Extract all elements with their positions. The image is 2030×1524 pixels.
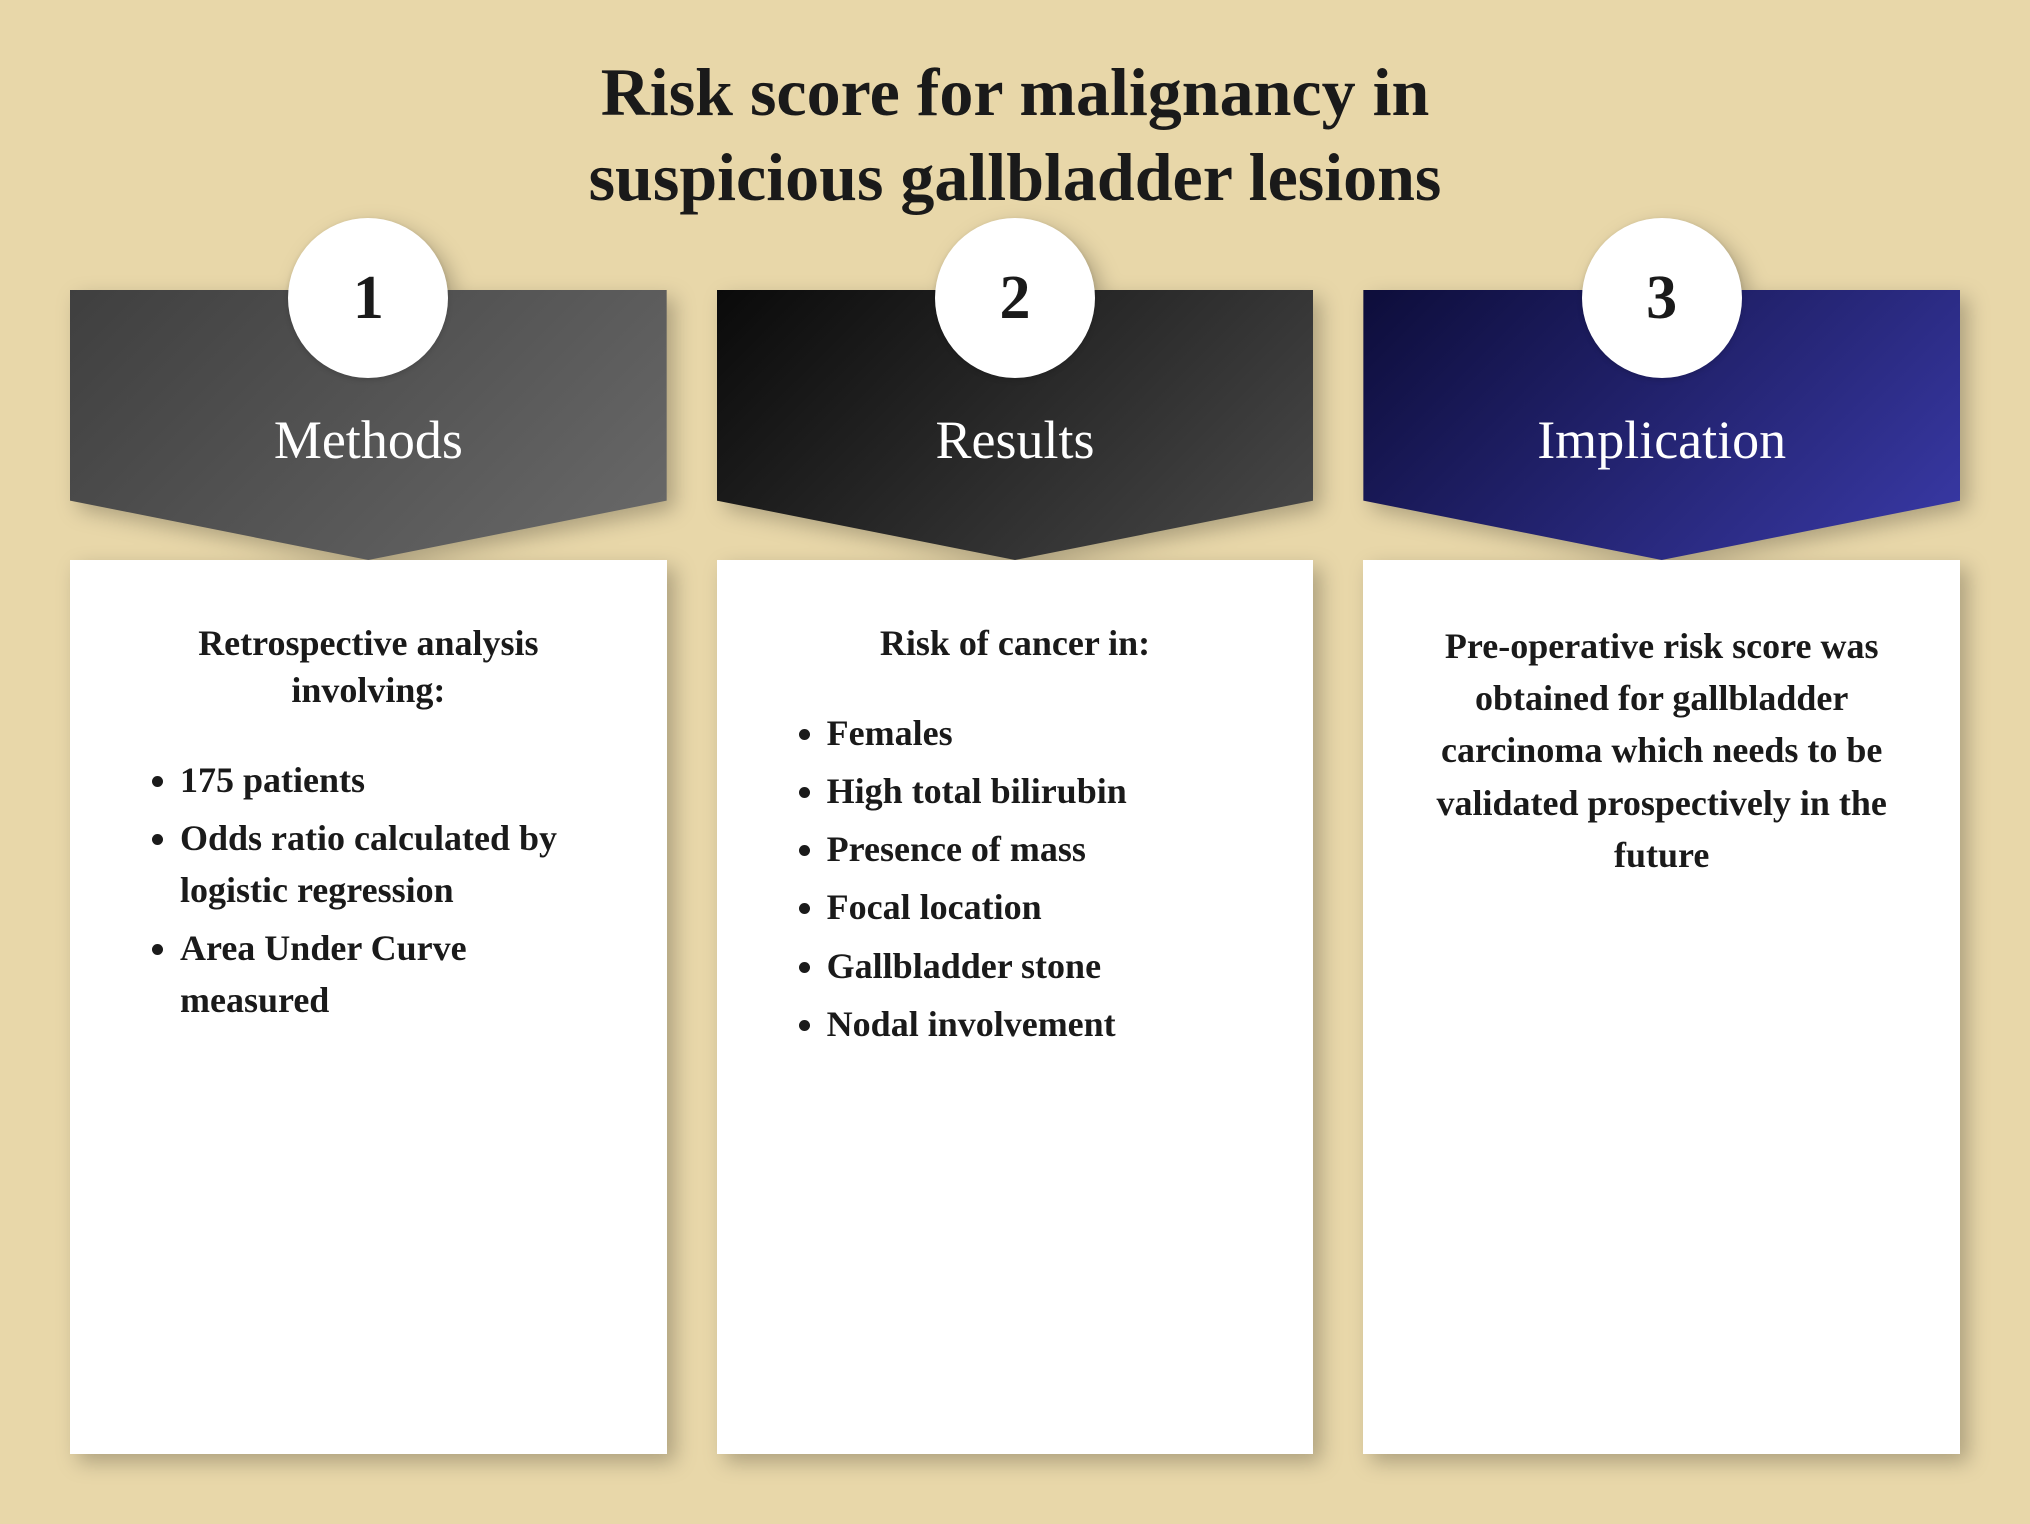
card-body: Risk of cancer in: Females High total bili… (717, 560, 1314, 1454)
title-line-2: suspicious gallbladder lesions (589, 139, 1442, 215)
card-2: 2ResultsRisk of cancer in:FemalesHigh to… (717, 290, 1314, 1454)
card-body-heading: Retrospective analysis involving: (125, 620, 612, 714)
card-header-title: Implication (1537, 409, 1786, 471)
card-1: 1MethodsRetrospective analysis involving… (70, 290, 667, 1454)
card-3: 3ImplicationPre-operative risk score was… (1363, 290, 1960, 1454)
list-item: Females (827, 707, 1259, 759)
card-header-title: Methods (274, 409, 463, 471)
page-title: Risk score for malignancy in suspicious … (70, 50, 1960, 220)
card-body-list: Females High total bilirubin Presence of m… (772, 707, 1259, 1050)
list-item: High total bilirubin (827, 765, 1259, 817)
list-item: Nodal involvement (827, 998, 1259, 1050)
card-body-list: 175 patients Odds ratio calculated by log… (125, 754, 612, 1027)
card-body: Pre-operative risk score was obtained fo… (1363, 560, 1960, 1454)
list-item: Focal location (827, 881, 1259, 933)
card-body-heading: Risk of cancer in: (772, 620, 1259, 667)
card-number-badge: 3 (1582, 218, 1742, 378)
list-item: 175 patients (180, 754, 612, 806)
list-item: Presence of mass (827, 823, 1259, 875)
list-item: Area Under Curve measured (180, 922, 612, 1026)
card-body: Retrospective analysis involving: 175 pat… (70, 560, 667, 1454)
list-item: Gallbladder stone (827, 940, 1259, 992)
title-line-1: Risk score for malignancy in (601, 54, 1430, 130)
infographic-canvas: Risk score for malignancy in suspicious … (0, 0, 2030, 1524)
list-item: Odds ratio calculated by logistic regres… (180, 812, 612, 916)
card-number-badge: 1 (288, 218, 448, 378)
card-body-paragraph: Pre-operative risk score was obtained fo… (1418, 620, 1905, 881)
cards-row: 1MethodsRetrospective analysis involving… (70, 290, 1960, 1454)
card-header-title: Results (935, 409, 1094, 471)
card-number-badge: 2 (935, 218, 1095, 378)
